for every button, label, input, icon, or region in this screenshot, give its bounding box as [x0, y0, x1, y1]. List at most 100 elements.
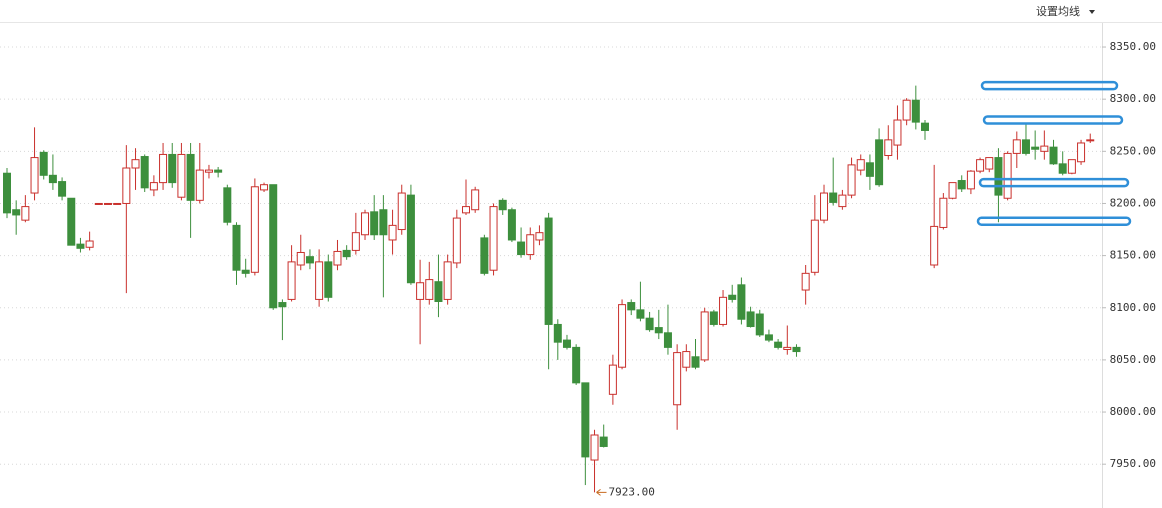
candle-body: [764, 334, 773, 341]
candle-body: [113, 202, 122, 205]
candle-body: [865, 162, 874, 177]
candle-body: [370, 211, 379, 236]
y-tick-label: 8050.00: [1110, 353, 1156, 366]
candle-body: [829, 192, 838, 203]
candle-body: [645, 317, 654, 331]
candle-body: [168, 153, 177, 184]
candle-body: [1021, 139, 1030, 154]
candle-body: [131, 159, 140, 169]
drawn-level: [978, 177, 1130, 188]
candle-body: [921, 122, 929, 131]
candle-body: [204, 169, 213, 173]
candle-body: [618, 304, 627, 368]
candle-body: [654, 327, 663, 334]
candle-body: [682, 351, 691, 368]
candle-body: [333, 250, 342, 266]
y-tick-label: 8000.00: [1110, 405, 1156, 418]
candle-body: [875, 139, 884, 186]
candle-body: [774, 341, 783, 348]
candle-body: [223, 187, 232, 223]
candle-body: [636, 309, 645, 319]
candle-body: [792, 346, 801, 353]
candle-body: [608, 364, 617, 395]
candle-body: [544, 217, 553, 325]
candle-body: [663, 332, 672, 348]
candle-body: [67, 197, 76, 246]
candle-body: [572, 346, 581, 384]
candle-body: [21, 206, 30, 221]
candle-body: [847, 164, 856, 196]
candle-body: [966, 170, 975, 190]
dropdown-arrow: [1089, 10, 1095, 14]
candle-body: [425, 279, 434, 300]
candle-body: [177, 153, 186, 198]
candle-body: [269, 184, 278, 309]
candle-body: [1058, 163, 1067, 174]
candle-body: [260, 184, 269, 191]
drawn-level: [980, 80, 1119, 91]
candle-body: [241, 269, 250, 274]
candle-body: [1003, 152, 1012, 199]
candle-body: [976, 159, 985, 172]
candle-body: [599, 436, 608, 447]
candle-body: [709, 311, 718, 325]
candle-body: [232, 224, 241, 271]
min-marker-label: 7923.00: [609, 485, 655, 498]
candle-body: [103, 202, 112, 205]
candle-body: [517, 241, 526, 256]
candle-body: [838, 194, 847, 208]
candle-body: [12, 209, 21, 216]
ma-button[interactable]: 设置均线: [1036, 4, 1095, 18]
candle-body: [562, 339, 571, 348]
candle-body: [719, 296, 728, 325]
candle-body: [801, 272, 810, 291]
y-tick-label: 8150.00: [1110, 249, 1156, 262]
y-tick-label: 7950.00: [1110, 457, 1156, 470]
candle-body: [985, 157, 994, 170]
candle-body: [489, 206, 498, 271]
candle-body: [462, 206, 470, 214]
candle-body: [553, 323, 562, 343]
candle-body: [443, 261, 452, 300]
candle-body: [1077, 142, 1086, 163]
candle-body: [58, 181, 67, 197]
candle-body: [342, 249, 351, 258]
candle-body: [1049, 146, 1058, 165]
candle-body: [388, 224, 397, 241]
candle-body: [406, 194, 415, 284]
candle-body: [948, 182, 957, 199]
candle-body: [911, 99, 920, 123]
candle-body: [1012, 139, 1021, 154]
candle-body: [535, 232, 544, 241]
candle-body: [893, 119, 902, 146]
candle-body: [700, 311, 709, 361]
candle-body: [122, 167, 131, 204]
candle-body: [1086, 139, 1095, 142]
candle-body: [957, 180, 966, 190]
candle-body: [434, 281, 443, 303]
candle-body: [737, 284, 746, 320]
candle-body: [939, 197, 948, 228]
candle-body: [746, 311, 755, 328]
candle-body: [673, 352, 682, 406]
candle-body: [140, 156, 149, 189]
candle-body: [85, 240, 94, 248]
candle-body: [287, 261, 296, 300]
y-tick-label: 8350.00: [1110, 40, 1156, 53]
candle-body: [186, 153, 195, 201]
candle-body: [994, 157, 1003, 196]
candle-body: [379, 209, 388, 236]
y-tick-label: 8200.00: [1110, 196, 1156, 209]
candle-body: [728, 294, 737, 300]
candle-body: [902, 99, 911, 121]
candle-body: [810, 219, 819, 273]
ma-button-label[interactable]: 设置均线: [1036, 4, 1080, 18]
candle-body: [214, 169, 223, 173]
candle-body: [48, 174, 57, 184]
candle-body: [159, 153, 168, 184]
min-marker-arrow: [596, 488, 607, 496]
y-tick-label: 8300.00: [1110, 92, 1156, 105]
candle-body: [480, 237, 489, 274]
candle-body: [507, 209, 516, 241]
